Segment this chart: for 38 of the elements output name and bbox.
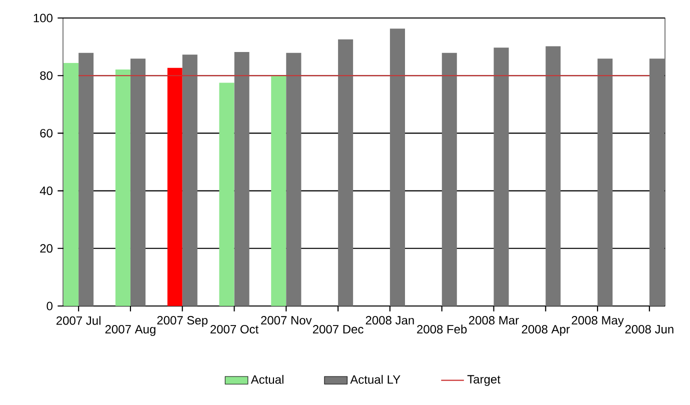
x-tick-label: 2008 Jun xyxy=(625,324,674,334)
x-tick-label: 2007 Aug xyxy=(105,324,156,336)
bar xyxy=(78,52,94,306)
bar xyxy=(271,76,286,306)
x-tick-label: 2008 May xyxy=(572,316,624,327)
legend-label: Actual xyxy=(250,374,284,384)
x-tick-label: 2008 Mar xyxy=(469,316,519,325)
x-tick-label: 2007 Dec xyxy=(312,324,364,334)
bar xyxy=(546,46,561,306)
y-tick-label: 80 xyxy=(40,71,52,80)
y-tick-label: 20 xyxy=(40,244,52,253)
x-tick-label: 2007 Sep xyxy=(157,316,208,327)
bar xyxy=(338,39,354,306)
legend-label: Target xyxy=(467,375,500,386)
x-tick-label: 2007 Oct xyxy=(210,324,258,334)
legend-label: Actual LY xyxy=(350,374,400,384)
y-tick-label: 0 xyxy=(46,302,52,310)
bar xyxy=(390,28,405,306)
bar xyxy=(167,68,182,306)
bar xyxy=(219,82,234,306)
x-tick-label: 2007 Nov xyxy=(261,316,312,325)
bar xyxy=(649,58,664,306)
bar xyxy=(115,70,130,306)
bar xyxy=(442,52,457,306)
x-tick-label: 2008 Jan xyxy=(366,316,414,325)
bar xyxy=(234,52,250,306)
y-tick-label: 60 xyxy=(40,128,52,138)
x-tick-label: 2008 Apr xyxy=(522,324,570,336)
bar xyxy=(598,58,613,306)
y-tick-label: 100 xyxy=(34,14,52,22)
bar xyxy=(64,62,79,306)
y-tick-label: 40 xyxy=(40,186,52,196)
bar xyxy=(494,48,509,306)
bar xyxy=(130,58,146,306)
x-tick-label: 2008 Feb xyxy=(417,324,467,334)
x-tick-label: 2007 Jul xyxy=(56,316,100,325)
bar xyxy=(182,54,198,306)
bar xyxy=(286,52,302,306)
